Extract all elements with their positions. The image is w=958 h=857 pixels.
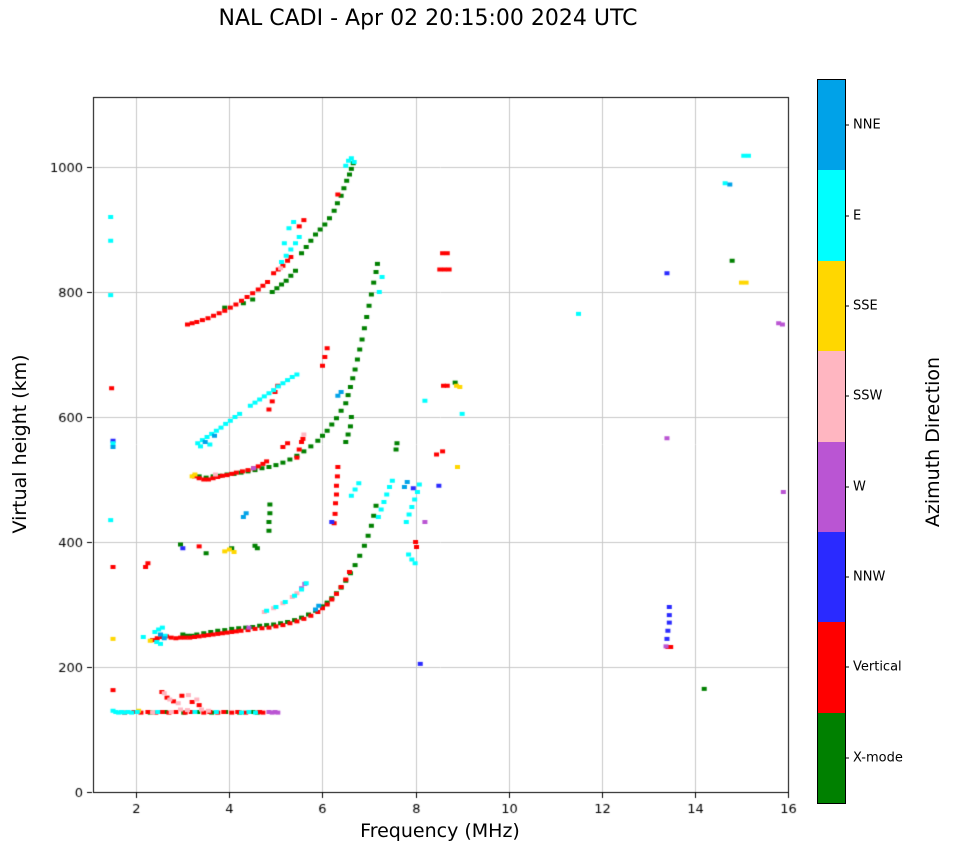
y-axis-label: Virtual height (km)	[9, 354, 31, 534]
colorbar-tick-label: E	[853, 208, 862, 224]
colorbar-tickmark	[845, 666, 849, 668]
colorbar	[817, 79, 846, 804]
colorbar-segment-w	[818, 441, 845, 532]
chart-title: NAL CADI - Apr 02 20:15:00 2024 UTC	[218, 6, 638, 31]
colorbar-segment-nnw	[818, 531, 845, 623]
colorbar-tickmark	[845, 215, 849, 217]
colorbar-tick-nne: NNE	[845, 118, 881, 133]
colorbar-segment-vertical	[818, 622, 845, 713]
colorbar-tickmark	[845, 124, 849, 126]
colorbar-segment-x-mode	[818, 712, 845, 803]
colorbar-tick-e: E	[845, 208, 861, 223]
colorbar-tickmark	[845, 576, 849, 578]
colorbar-tickmark	[845, 757, 849, 759]
colorbar-tick-label: SSE	[853, 298, 878, 314]
colorbar-tick-label: Vertical	[853, 659, 902, 675]
colorbar-axis-label: Azimuth Direction	[922, 356, 944, 528]
colorbar-tick-w: W	[845, 479, 866, 494]
colorbar-segment-e	[818, 170, 845, 261]
x-axis-label: Frequency (MHz)	[360, 820, 520, 842]
colorbar-tick-ssw: SSW	[845, 389, 882, 404]
colorbar-tickmark	[845, 305, 849, 307]
colorbar-tick-x-mode: X-mode	[845, 750, 903, 765]
colorbar-segment-sse	[818, 260, 845, 352]
colorbar-tick-label: X-mode	[853, 750, 903, 766]
colorbar-segment-ssw	[818, 351, 845, 442]
colorbar-tick-label: W	[853, 479, 866, 495]
colorbar-segment-nne	[818, 80, 845, 171]
colorbar-tick-label: NNE	[853, 117, 881, 133]
colorbar-tick-nnw: NNW	[845, 570, 885, 585]
colorbar-tickmark	[845, 486, 849, 488]
colorbar-tickmark	[845, 395, 849, 397]
colorbar-tick-sse: SSE	[845, 298, 878, 313]
colorbar-tick-vertical: Vertical	[845, 660, 902, 675]
colorbar-tick-label: NNW	[853, 569, 886, 585]
colorbar-tick-label: SSW	[853, 388, 883, 404]
